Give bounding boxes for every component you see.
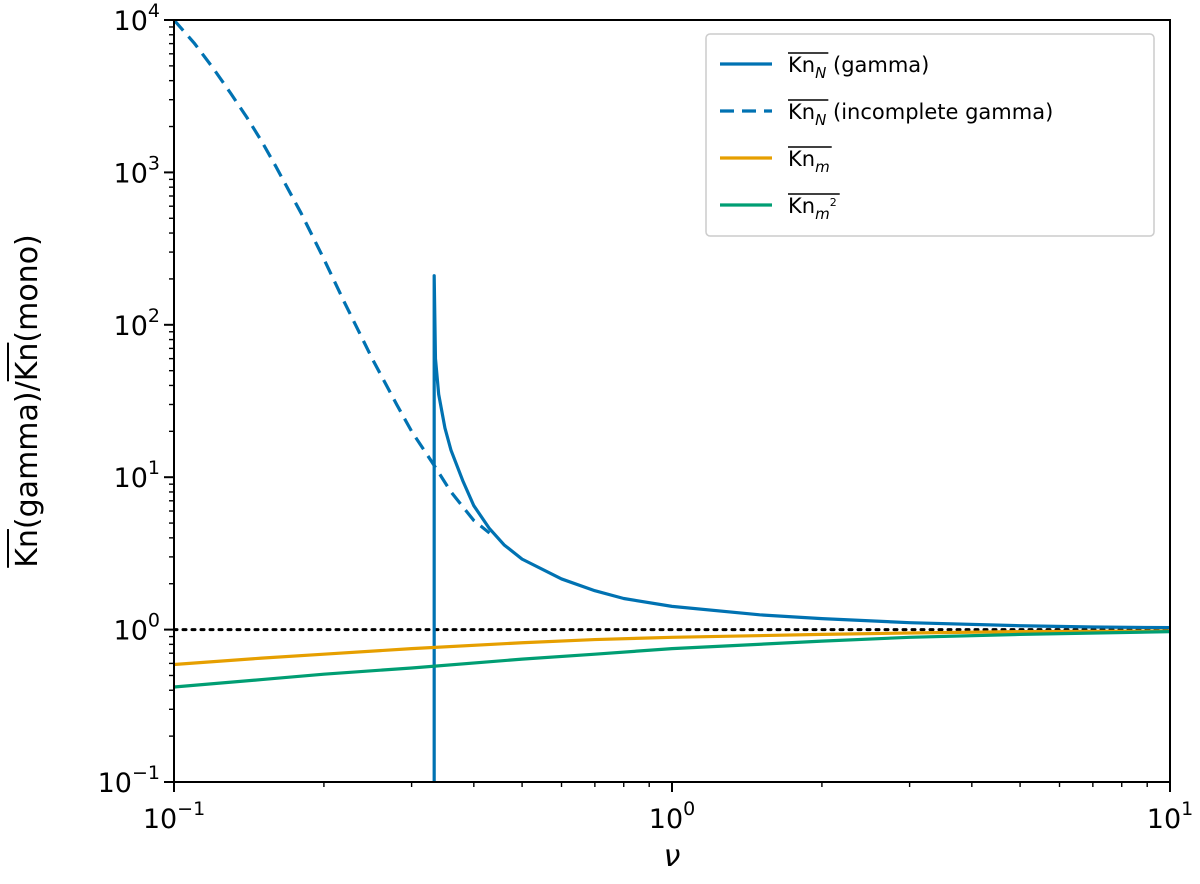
series-line-kn-n-gamma bbox=[432, 274, 1170, 782]
series-line-kn-n-incomplete-gamma bbox=[174, 20, 491, 535]
legend-label: KnN (gamma) bbox=[788, 53, 929, 82]
y-tick-label: 102 bbox=[114, 305, 160, 342]
x-axis-label: ν bbox=[664, 839, 681, 874]
y-tick-label: 104 bbox=[114, 0, 160, 37]
legend: KnN (gamma) KnN (incomplete gamma) Knm Knm2 bbox=[705, 33, 1155, 237]
plot-area bbox=[174, 20, 1170, 782]
legend-label: KnN (incomplete gamma) bbox=[788, 100, 1053, 129]
x-tick-label: 101 bbox=[1147, 798, 1193, 835]
y-tick-label: 10−1 bbox=[98, 762, 160, 799]
legend-label: Knm bbox=[788, 147, 830, 176]
y-axis-label-group: Kn(gamma)/Kn(mono) bbox=[7, 234, 45, 568]
x-tick-label: 10−1 bbox=[143, 798, 205, 835]
y-axis-label: Kn(gamma)/Kn(mono) bbox=[10, 234, 45, 568]
y-tick-label: 100 bbox=[114, 610, 160, 647]
axis-ticks bbox=[164, 19, 1171, 792]
x-tick-label: 100 bbox=[649, 798, 695, 835]
tick-labels: 10−1 100 101 102 103 104 10−1 100 101 bbox=[98, 0, 1194, 835]
y-tick-label: 101 bbox=[114, 457, 160, 494]
y-tick-label: 103 bbox=[114, 152, 160, 189]
series-line-kn-m bbox=[174, 629, 1170, 667]
legend-label: Knm2 bbox=[788, 194, 837, 223]
series-line-kn-m2 bbox=[174, 630, 1170, 689]
legend-box bbox=[705, 33, 1155, 237]
